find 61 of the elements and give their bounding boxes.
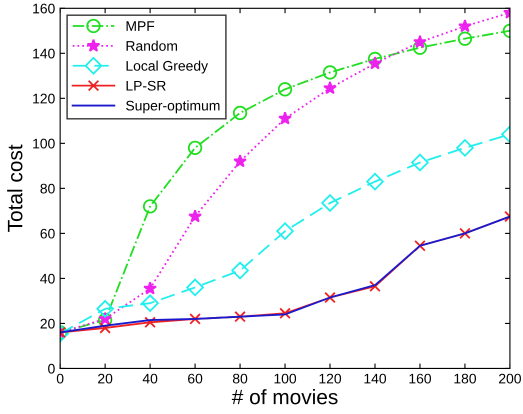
- point: [413, 34, 427, 48]
- point: [321, 194, 339, 212]
- x-tick-label: 100: [274, 374, 296, 384]
- point: [456, 139, 474, 157]
- legend-label: Random: [126, 40, 178, 51]
- y-axis-title: Total cost: [7, 144, 22, 232]
- x-tick-label: 20: [98, 374, 112, 384]
- y-tick-label: 100: [33, 138, 55, 149]
- point: [323, 81, 337, 94]
- y-tick-label: 80: [40, 184, 55, 194]
- legend-label: Super-optimum: [126, 100, 220, 114]
- point: [96, 300, 114, 318]
- point: [278, 111, 292, 125]
- y-tick-label: 40: [40, 274, 55, 284]
- point: [143, 281, 157, 295]
- point: [142, 199, 158, 214]
- x-axis-title: # of movies: [232, 389, 338, 404]
- point: [234, 310, 246, 322]
- point: [144, 316, 156, 328]
- point: [414, 240, 426, 252]
- point: [276, 222, 294, 240]
- point: [458, 32, 472, 46]
- point: [231, 262, 249, 280]
- point: [411, 154, 429, 172]
- y-tick-label: 20: [40, 318, 55, 329]
- x-tick-label: 80: [232, 374, 248, 384]
- x-tick-label: 160: [409, 374, 432, 384]
- point: [188, 209, 202, 222]
- point: [459, 228, 471, 240]
- point: [141, 294, 159, 312]
- legend-label: MPF: [126, 21, 154, 31]
- point: [279, 308, 291, 320]
- x-tick-label: 60: [188, 374, 202, 384]
- point: [278, 82, 292, 96]
- y-tick-label: 0: [48, 364, 55, 374]
- point: [366, 172, 384, 190]
- legend-label: Local Greedy: [126, 60, 208, 74]
- point: [324, 292, 336, 304]
- x-tick-label: 180: [454, 374, 476, 384]
- point: [188, 140, 202, 156]
- point: [368, 52, 382, 66]
- y-tick-label: 60: [40, 228, 55, 239]
- y-tick-label: 160: [33, 4, 55, 14]
- x-tick-label: 0: [56, 374, 64, 384]
- y-tick-label: 140: [33, 48, 55, 58]
- point: [233, 154, 247, 168]
- point: [189, 313, 201, 325]
- x-tick-label: 120: [319, 374, 342, 384]
- y-tick-label: 120: [33, 94, 55, 104]
- point: [368, 56, 382, 70]
- point: [322, 65, 338, 80]
- point: [99, 322, 111, 334]
- point: [369, 280, 381, 292]
- point: [412, 40, 428, 55]
- x-tick-label: 200: [499, 374, 521, 384]
- legend-label: LP-SR: [126, 80, 166, 91]
- point: [458, 19, 472, 32]
- x-tick-label: 40: [142, 374, 158, 384]
- x-tick-label: 140: [364, 374, 386, 384]
- point: [232, 106, 248, 120]
- point: [186, 278, 204, 296]
